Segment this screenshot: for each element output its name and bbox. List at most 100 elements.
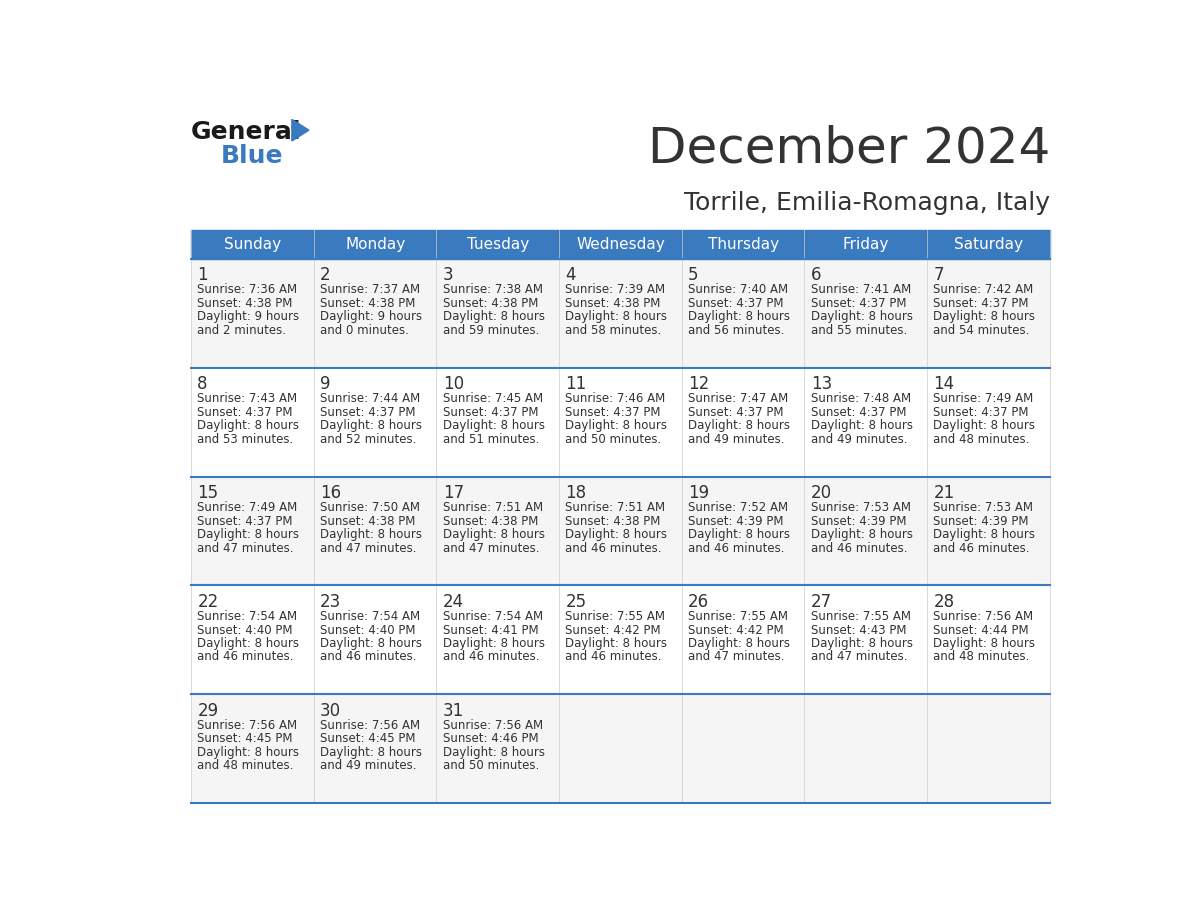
Text: 15: 15 <box>197 484 219 502</box>
Text: and 47 minutes.: and 47 minutes. <box>688 651 784 664</box>
Text: and 48 minutes.: and 48 minutes. <box>934 432 1030 446</box>
Bar <box>682 230 804 259</box>
Text: Daylight: 8 hours: Daylight: 8 hours <box>197 420 299 432</box>
Text: and 52 minutes.: and 52 minutes. <box>320 432 416 446</box>
Text: 5: 5 <box>688 266 699 285</box>
Bar <box>436 230 560 259</box>
Text: Sunrise: 7:48 AM: Sunrise: 7:48 AM <box>810 392 911 405</box>
Text: Daylight: 9 hours: Daylight: 9 hours <box>197 310 299 323</box>
Text: Sunrise: 7:54 AM: Sunrise: 7:54 AM <box>443 610 543 623</box>
Text: Sunrise: 7:51 AM: Sunrise: 7:51 AM <box>565 501 665 514</box>
Text: Sunrise: 7:43 AM: Sunrise: 7:43 AM <box>197 392 297 405</box>
Text: Sunset: 4:37 PM: Sunset: 4:37 PM <box>810 406 906 419</box>
Text: and 47 minutes.: and 47 minutes. <box>197 542 293 554</box>
Text: Daylight: 8 hours: Daylight: 8 hours <box>934 637 1036 650</box>
Text: and 49 minutes.: and 49 minutes. <box>320 759 417 772</box>
Text: Sunset: 4:39 PM: Sunset: 4:39 PM <box>688 515 784 528</box>
Text: and 46 minutes.: and 46 minutes. <box>320 651 417 664</box>
Text: Sunrise: 7:54 AM: Sunrise: 7:54 AM <box>320 610 421 623</box>
Text: 29: 29 <box>197 702 219 720</box>
Text: and 59 minutes.: and 59 minutes. <box>443 324 539 337</box>
Text: Sunrise: 7:54 AM: Sunrise: 7:54 AM <box>197 610 297 623</box>
Text: and 0 minutes.: and 0 minutes. <box>320 324 409 337</box>
Text: 2: 2 <box>320 266 330 285</box>
Text: Sunset: 4:41 PM: Sunset: 4:41 PM <box>443 623 538 636</box>
Text: Daylight: 8 hours: Daylight: 8 hours <box>688 637 790 650</box>
Text: Daylight: 8 hours: Daylight: 8 hours <box>443 528 544 541</box>
Text: Sunset: 4:37 PM: Sunset: 4:37 PM <box>565 406 661 419</box>
Text: Sunset: 4:37 PM: Sunset: 4:37 PM <box>688 297 784 310</box>
Text: 25: 25 <box>565 593 587 611</box>
Text: Sunset: 4:37 PM: Sunset: 4:37 PM <box>197 515 292 528</box>
Text: 22: 22 <box>197 593 219 611</box>
Text: 13: 13 <box>810 375 832 393</box>
Text: Daylight: 8 hours: Daylight: 8 hours <box>197 528 299 541</box>
Text: 4: 4 <box>565 266 576 285</box>
Text: Sunset: 4:38 PM: Sunset: 4:38 PM <box>565 297 661 310</box>
Text: Monday: Monday <box>345 237 405 252</box>
Text: Sunset: 4:45 PM: Sunset: 4:45 PM <box>320 733 416 745</box>
Text: Thursday: Thursday <box>708 237 778 252</box>
Text: Sunset: 4:39 PM: Sunset: 4:39 PM <box>934 515 1029 528</box>
Text: Sunrise: 7:42 AM: Sunrise: 7:42 AM <box>934 284 1034 297</box>
Text: Sunrise: 7:40 AM: Sunrise: 7:40 AM <box>688 284 788 297</box>
Text: Sunrise: 7:56 AM: Sunrise: 7:56 AM <box>443 719 543 732</box>
Text: and 49 minutes.: and 49 minutes. <box>688 432 784 446</box>
Text: Daylight: 8 hours: Daylight: 8 hours <box>565 420 668 432</box>
Text: Sunrise: 7:47 AM: Sunrise: 7:47 AM <box>688 392 789 405</box>
Text: 21: 21 <box>934 484 955 502</box>
Text: 24: 24 <box>443 593 463 611</box>
Text: Sunset: 4:40 PM: Sunset: 4:40 PM <box>197 623 292 636</box>
Bar <box>314 230 436 259</box>
Text: and 2 minutes.: and 2 minutes. <box>197 324 286 337</box>
Text: Sunrise: 7:53 AM: Sunrise: 7:53 AM <box>934 501 1034 514</box>
Text: Daylight: 8 hours: Daylight: 8 hours <box>565 528 668 541</box>
Text: and 46 minutes.: and 46 minutes. <box>688 542 784 554</box>
Text: 6: 6 <box>810 266 821 285</box>
Text: Daylight: 8 hours: Daylight: 8 hours <box>443 420 544 432</box>
Text: and 49 minutes.: and 49 minutes. <box>810 432 908 446</box>
Text: Daylight: 8 hours: Daylight: 8 hours <box>320 528 422 541</box>
Bar <box>191 259 1050 367</box>
Text: 3: 3 <box>443 266 454 285</box>
Text: and 51 minutes.: and 51 minutes. <box>443 432 539 446</box>
Text: and 50 minutes.: and 50 minutes. <box>443 759 539 772</box>
Text: Sunrise: 7:55 AM: Sunrise: 7:55 AM <box>688 610 788 623</box>
Text: Daylight: 8 hours: Daylight: 8 hours <box>443 745 544 759</box>
Text: and 46 minutes.: and 46 minutes. <box>934 542 1030 554</box>
Text: Sunrise: 7:56 AM: Sunrise: 7:56 AM <box>934 610 1034 623</box>
Bar <box>191 476 1050 586</box>
Text: Sunset: 4:37 PM: Sunset: 4:37 PM <box>688 406 784 419</box>
Text: and 58 minutes.: and 58 minutes. <box>565 324 662 337</box>
Text: Daylight: 8 hours: Daylight: 8 hours <box>197 637 299 650</box>
Text: Sunset: 4:37 PM: Sunset: 4:37 PM <box>934 406 1029 419</box>
Text: Sunrise: 7:46 AM: Sunrise: 7:46 AM <box>565 392 665 405</box>
Text: Sunrise: 7:49 AM: Sunrise: 7:49 AM <box>197 501 297 514</box>
Text: Sunset: 4:46 PM: Sunset: 4:46 PM <box>443 733 538 745</box>
Text: 26: 26 <box>688 593 709 611</box>
Text: Tuesday: Tuesday <box>467 237 529 252</box>
Text: Sunset: 4:44 PM: Sunset: 4:44 PM <box>934 623 1029 636</box>
Text: 16: 16 <box>320 484 341 502</box>
Text: Sunset: 4:37 PM: Sunset: 4:37 PM <box>320 406 416 419</box>
Text: Daylight: 8 hours: Daylight: 8 hours <box>443 637 544 650</box>
Text: Daylight: 8 hours: Daylight: 8 hours <box>688 420 790 432</box>
Text: December 2024: December 2024 <box>647 124 1050 172</box>
Text: Sunset: 4:42 PM: Sunset: 4:42 PM <box>565 623 661 636</box>
Text: Daylight: 8 hours: Daylight: 8 hours <box>934 420 1036 432</box>
Bar <box>191 367 1050 476</box>
Text: 8: 8 <box>197 375 208 393</box>
Text: and 46 minutes.: and 46 minutes. <box>197 651 293 664</box>
Text: Sunrise: 7:53 AM: Sunrise: 7:53 AM <box>810 501 911 514</box>
Text: Sunset: 4:38 PM: Sunset: 4:38 PM <box>565 515 661 528</box>
Text: Daylight: 8 hours: Daylight: 8 hours <box>810 637 912 650</box>
Text: Sunrise: 7:56 AM: Sunrise: 7:56 AM <box>197 719 297 732</box>
Polygon shape <box>292 119 309 141</box>
Text: Sunset: 4:37 PM: Sunset: 4:37 PM <box>810 297 906 310</box>
Text: Sunrise: 7:45 AM: Sunrise: 7:45 AM <box>443 392 543 405</box>
Text: Sunrise: 7:55 AM: Sunrise: 7:55 AM <box>565 610 665 623</box>
Text: Sunrise: 7:55 AM: Sunrise: 7:55 AM <box>810 610 911 623</box>
Text: 30: 30 <box>320 702 341 720</box>
Text: Sunrise: 7:38 AM: Sunrise: 7:38 AM <box>443 284 543 297</box>
Text: Sunset: 4:38 PM: Sunset: 4:38 PM <box>197 297 292 310</box>
